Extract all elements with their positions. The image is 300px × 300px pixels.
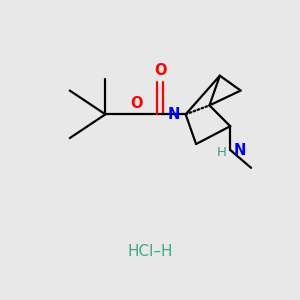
Text: N: N xyxy=(233,142,246,158)
Text: HCl–H: HCl–H xyxy=(127,244,173,259)
Text: N: N xyxy=(168,107,180,122)
Text: O: O xyxy=(130,96,143,111)
Text: O: O xyxy=(154,63,167,78)
Text: H: H xyxy=(217,146,227,159)
